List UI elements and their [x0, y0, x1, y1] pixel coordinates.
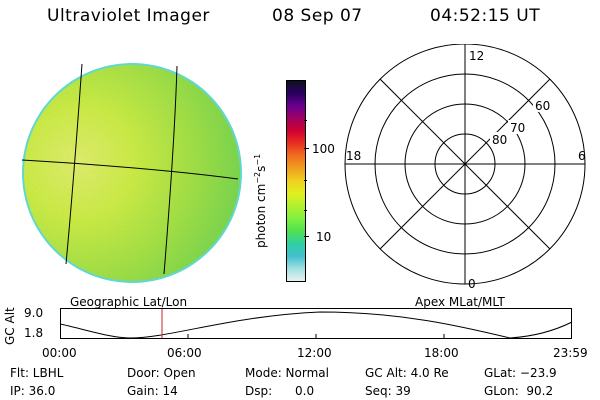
longitude-line: [163, 65, 178, 275]
filter-info: Flt: LBHL: [10, 366, 64, 380]
mlt-label-12: 12: [469, 49, 484, 63]
tick-mark: [304, 180, 307, 181]
tick-mark: [304, 148, 309, 149]
dsp-info: Dsp: 0.0: [245, 384, 315, 398]
colorbar-unit-label: photon cm−2s−1: [253, 153, 268, 248]
altitude-curve: [60, 311, 573, 339]
uv-earth-image: [21, 63, 242, 283]
polar-plot: 80 70 60 12 18 6 0: [344, 44, 586, 291]
y-tick-9: 9.0: [24, 306, 44, 320]
ip-info: IP: 36.0: [10, 384, 56, 398]
date-label: 08 Sep 07: [272, 6, 363, 26]
app-title: Ultraviolet Imager: [47, 6, 210, 26]
door-info: Door: Open: [127, 366, 196, 380]
mlt-label-18: 18: [346, 149, 361, 163]
x-tick-1800: 18:00: [424, 346, 459, 360]
glon-info: GLon: 90.2: [484, 384, 554, 398]
mlt-label-6: 6: [578, 149, 586, 163]
tick-mark: [304, 210, 307, 211]
x-tick-0000: 00:00: [42, 346, 77, 360]
colorbar-tick-10: 10: [316, 230, 332, 244]
gain-info: Gain: 14: [127, 384, 178, 398]
lat-label-60: 60: [535, 99, 550, 113]
gc-alt-axis-label: GC Alt: [3, 307, 17, 345]
lat-label-80: 80: [492, 133, 507, 147]
seq-info: Seq: 39: [365, 384, 411, 398]
geographic-label: Geographic Lat/Lon: [70, 295, 188, 309]
latitude-line: [21, 159, 239, 180]
x-tick-1200: 12:00: [297, 346, 332, 360]
tick-mark: [304, 120, 307, 121]
mlt-label-0: 0: [468, 277, 476, 291]
y-tick-1-8: 1.8: [24, 326, 44, 340]
colorbar: [286, 80, 306, 282]
apex-label: Apex MLat/MLT: [415, 295, 505, 309]
longitude-line: [65, 63, 83, 265]
x-tick-2359: 23:59: [553, 346, 588, 360]
gc-alt-info: GC Alt: 4.0 Re: [365, 366, 449, 380]
tick-mark: [304, 236, 309, 237]
glat-info: GLat: −23.9: [484, 366, 557, 380]
time-label: 04:52:15 UT: [430, 6, 541, 26]
lat-label-70: 70: [510, 121, 525, 135]
colorbar-tick-100: 100: [312, 142, 335, 156]
altitude-plot: [60, 308, 573, 339]
x-tick-0600: 06:00: [167, 346, 202, 360]
mode-info: Mode: Normal: [245, 366, 329, 380]
